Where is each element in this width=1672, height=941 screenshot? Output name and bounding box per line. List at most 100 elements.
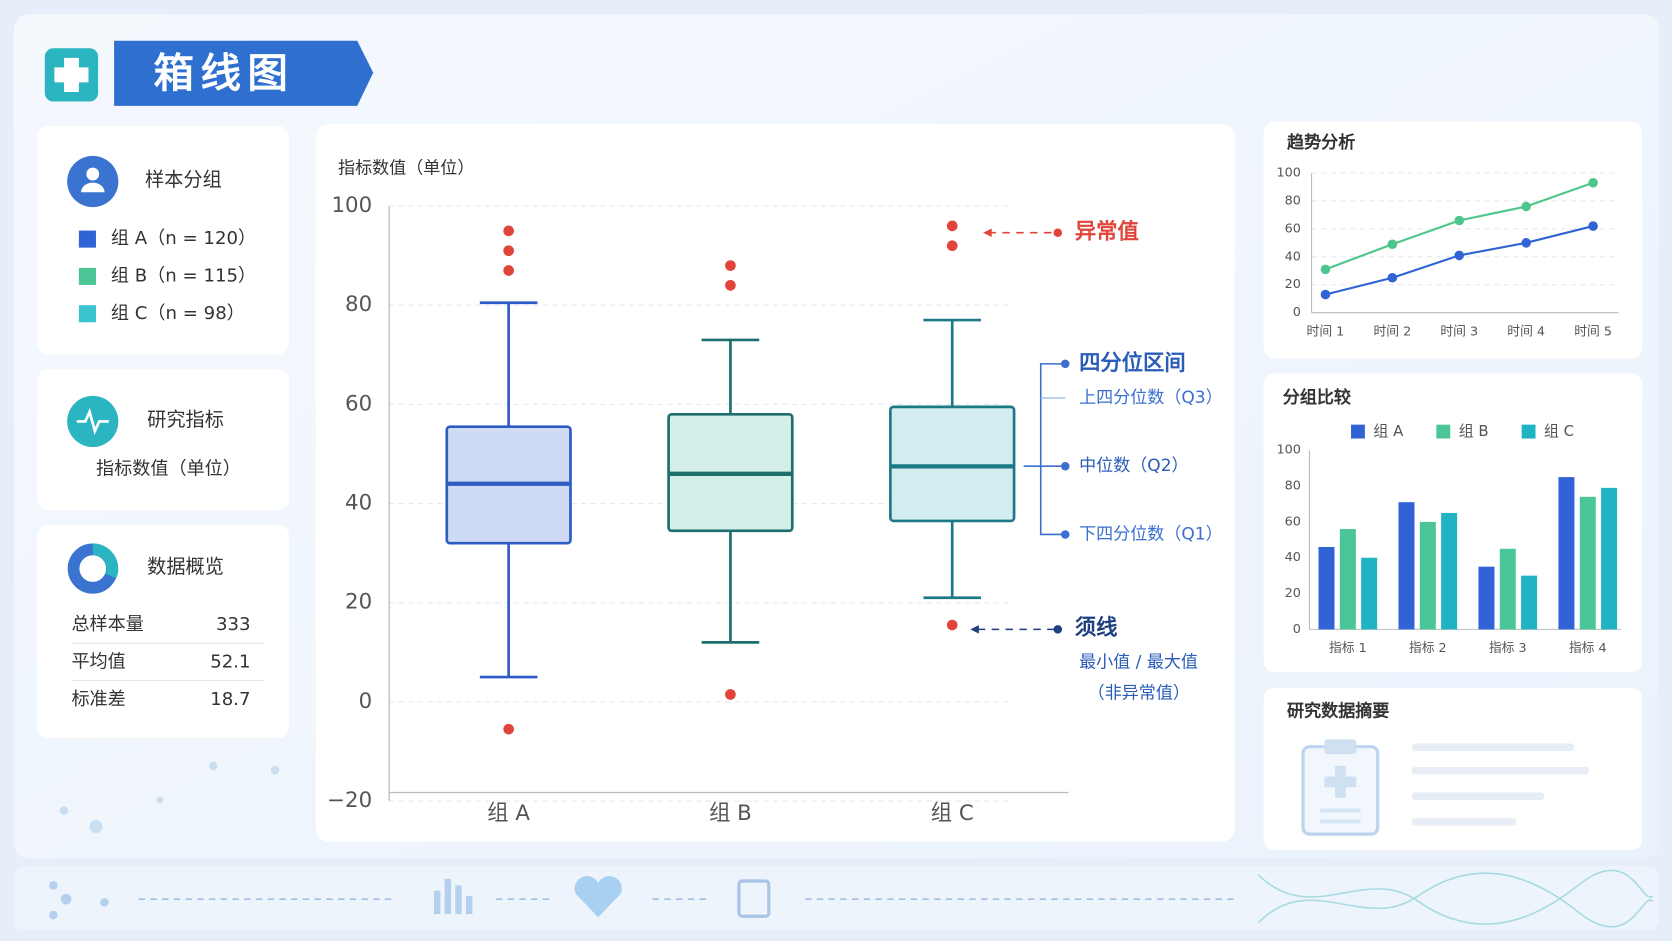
legend-label: 组 B bbox=[1459, 422, 1489, 440]
annotation: 四分位区间 bbox=[1079, 350, 1186, 376]
overview-label: 总样本量 bbox=[71, 614, 143, 635]
header-banner bbox=[114, 40, 374, 106]
indicator-text: 指标数值（单位） bbox=[96, 458, 241, 479]
footer-decor bbox=[138, 869, 1654, 928]
x-tick-label: 时间 1 bbox=[1307, 324, 1345, 339]
y-tick-label: 40 bbox=[1285, 550, 1301, 565]
y-tick-label: 60 bbox=[1285, 514, 1301, 529]
footer-icons bbox=[49, 876, 771, 920]
overview-label: 平均值 bbox=[71, 651, 125, 672]
donut-icon-part bbox=[92, 543, 119, 579]
x-tick-label: 指标 3 bbox=[1489, 641, 1527, 656]
annotation: 上四分位数（Q3） bbox=[1079, 388, 1223, 408]
clipboard-icon bbox=[1301, 739, 1380, 836]
legend-swatch bbox=[1521, 424, 1536, 439]
x-tick-label: 指标 2 bbox=[1409, 641, 1447, 656]
overview-value: 333 bbox=[216, 614, 251, 635]
header-title: 箱线图 bbox=[154, 49, 295, 97]
y-tick-label: 80 bbox=[1285, 479, 1301, 494]
annotation: 须线 bbox=[1075, 614, 1118, 640]
legend-swatch bbox=[78, 305, 96, 323]
x-tick-label: 时间 2 bbox=[1373, 324, 1411, 339]
x-tick-label: 组 C bbox=[931, 801, 974, 826]
outlier bbox=[503, 225, 514, 237]
bar bbox=[1601, 487, 1618, 630]
annotation: 中位数（Q2） bbox=[1079, 456, 1189, 476]
annotation: （非异常值） bbox=[1088, 683, 1190, 703]
point bbox=[1320, 289, 1331, 300]
bar bbox=[1318, 546, 1335, 630]
pulse-icon bbox=[76, 407, 109, 435]
bar bbox=[1521, 575, 1538, 630]
outlier bbox=[725, 260, 736, 271]
overview-value: 18.7 bbox=[210, 689, 250, 710]
y-tick-label: 40 bbox=[1285, 249, 1301, 264]
x-tick-label: 组 B bbox=[709, 801, 752, 826]
panel-title: 样本分组 bbox=[145, 168, 222, 191]
y-tick-label: −20 bbox=[327, 788, 372, 813]
x-tick-label: 指标 1 bbox=[1329, 641, 1367, 656]
legend-swatch bbox=[1436, 424, 1451, 439]
bar bbox=[1441, 512, 1458, 630]
point bbox=[1521, 238, 1531, 248]
plus-icon bbox=[54, 57, 89, 92]
y-tick-label: 80 bbox=[345, 292, 372, 317]
group-label: 组 B（n = 115） bbox=[111, 265, 256, 286]
y-tick-label: 0 bbox=[359, 689, 373, 714]
annotation: 下四分位数（Q1） bbox=[1079, 524, 1223, 544]
point bbox=[1320, 264, 1331, 275]
footer-strip bbox=[13, 866, 1660, 931]
overview-label: 标准差 bbox=[71, 689, 125, 710]
bar bbox=[1579, 496, 1596, 630]
chart-title: 分组比较 bbox=[1283, 387, 1352, 408]
y-tick-label: 80 bbox=[1285, 193, 1301, 208]
bar bbox=[1499, 548, 1516, 630]
y-tick-label: 100 bbox=[1277, 165, 1301, 180]
outlier bbox=[946, 220, 958, 232]
y-tick-label: 0 bbox=[1293, 622, 1301, 637]
box bbox=[889, 405, 1016, 523]
y-tick-label: 20 bbox=[345, 590, 372, 615]
bar bbox=[1398, 502, 1415, 630]
point bbox=[1588, 177, 1598, 188]
point bbox=[1454, 215, 1465, 226]
panel bbox=[1263, 121, 1643, 359]
legend-swatch bbox=[78, 230, 96, 248]
y-tick-label: 60 bbox=[1285, 221, 1301, 236]
y-tick-label: 20 bbox=[1285, 277, 1301, 292]
point bbox=[1588, 221, 1598, 231]
y-tick-label: 100 bbox=[331, 193, 372, 218]
outlier bbox=[503, 723, 514, 735]
bar bbox=[1419, 521, 1436, 630]
placeholder-lines bbox=[1411, 743, 1589, 826]
point bbox=[1387, 239, 1398, 250]
y-tick-label: 20 bbox=[1285, 586, 1301, 601]
point bbox=[1454, 250, 1465, 261]
outlier bbox=[725, 689, 736, 700]
x-tick-label: 时间 4 bbox=[1507, 324, 1545, 339]
outlier bbox=[946, 619, 958, 631]
panel-title: 研究数据摘要 bbox=[1287, 700, 1389, 721]
group-label: 组 A（n = 120） bbox=[111, 228, 256, 249]
annotation-arrows bbox=[970, 228, 1070, 634]
group-icon bbox=[67, 155, 119, 208]
x-tick-label: 组 A bbox=[487, 801, 530, 826]
outlier bbox=[503, 245, 514, 257]
outlier bbox=[503, 265, 514, 276]
x-tick-label: 时间 5 bbox=[1574, 324, 1612, 339]
dna-decor bbox=[59, 761, 280, 834]
y-tick-label: 60 bbox=[345, 391, 372, 416]
legend-swatch bbox=[78, 267, 96, 285]
x-tick-label: 时间 3 bbox=[1440, 324, 1478, 339]
x-tick-label: 指标 4 bbox=[1569, 641, 1607, 656]
chart-title: 趋势分析 bbox=[1287, 132, 1355, 153]
bar bbox=[1339, 529, 1356, 630]
y-axis-label: 指标数值（单位） bbox=[338, 159, 474, 179]
overview-value: 52.1 bbox=[210, 651, 250, 672]
outlier bbox=[725, 280, 736, 291]
legend-label: 组 C bbox=[1544, 422, 1574, 440]
group-label: 组 C（n = 98） bbox=[111, 303, 245, 324]
people-icon bbox=[81, 167, 105, 193]
outlier bbox=[946, 240, 958, 252]
